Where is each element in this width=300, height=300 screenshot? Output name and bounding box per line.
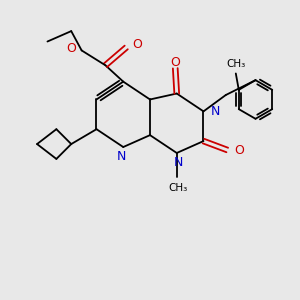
Text: N: N [117, 150, 127, 163]
Text: N: N [173, 156, 183, 169]
Text: O: O [132, 38, 142, 51]
Text: O: O [235, 143, 244, 157]
Text: O: O [66, 42, 76, 56]
Text: CH₃: CH₃ [226, 59, 245, 69]
Text: O: O [170, 56, 180, 69]
Text: CH₃: CH₃ [169, 183, 188, 193]
Text: N: N [211, 105, 220, 118]
